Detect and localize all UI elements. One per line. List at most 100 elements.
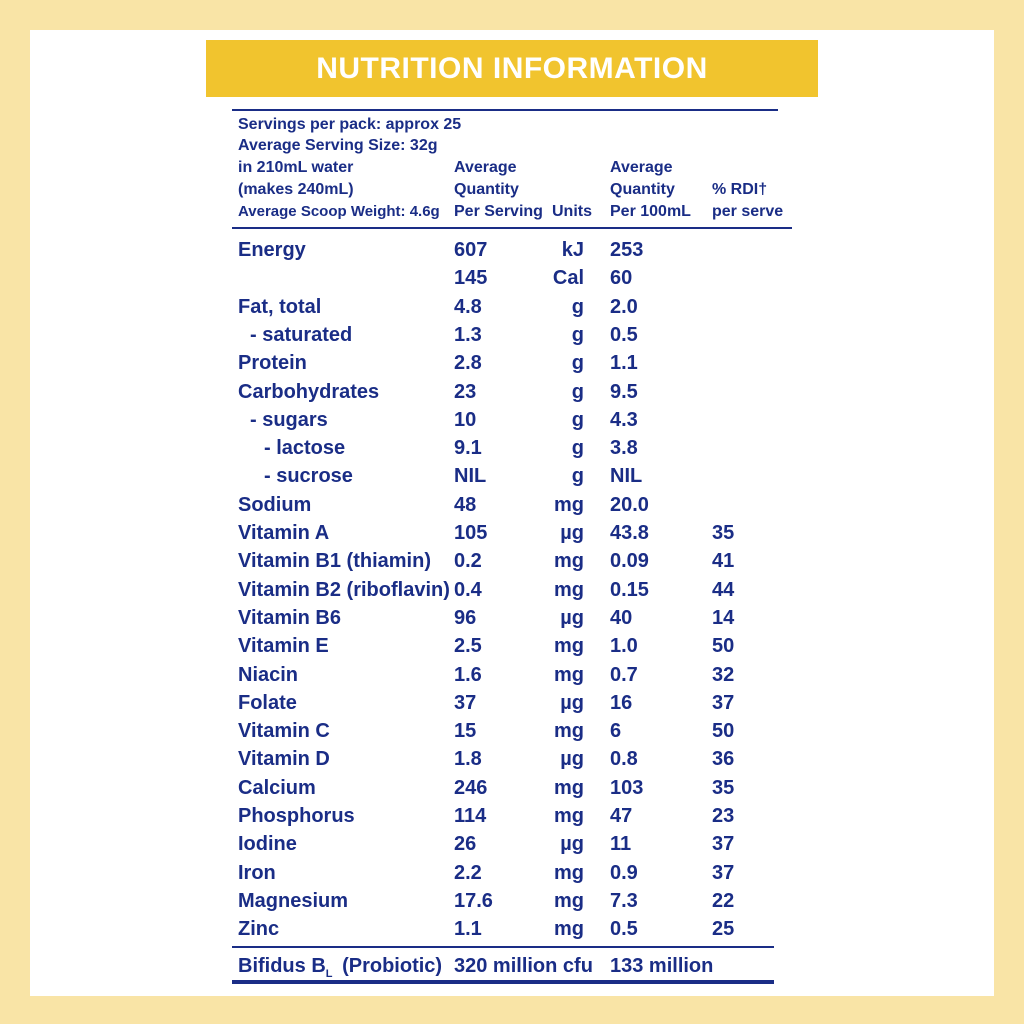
per-serving-value: 23 (454, 381, 477, 403)
per-100ml-value: 16 (610, 692, 633, 714)
unit-value: mg (554, 777, 584, 799)
per-serving-value: 48 (454, 494, 477, 516)
rdi-value: 32 (712, 664, 735, 686)
per-100ml-value: 253 (610, 239, 644, 261)
unit-value: g (571, 324, 584, 346)
rdi-value: 37 (712, 862, 735, 884)
nutrient-label: Vitamin C (238, 720, 330, 742)
col-per-100ml-line1: Average (610, 159, 673, 176)
per-100ml-value: 60 (610, 267, 633, 289)
col-per-serving-line1: Average (454, 159, 517, 176)
unit-value: g (571, 465, 584, 487)
unit-value: µg (560, 607, 584, 629)
page-title: NUTRITION INFORMATION (316, 51, 708, 85)
nutrient-label: Fat, total (238, 296, 322, 318)
nutrient-label: Vitamin B6 (238, 607, 341, 629)
probiotic-label: Bifidus BL (Probiotic) (238, 954, 442, 981)
nutrient-label: - saturated (250, 324, 353, 346)
nutrient-label: - sugars (250, 409, 328, 431)
per-100ml-value: 1.1 (610, 352, 638, 374)
probiotic-name: Bifidus B (238, 955, 326, 977)
unit-value: g (571, 296, 584, 318)
serving-water: in 210mL water (238, 159, 354, 176)
label-panel (30, 30, 994, 996)
nutrient-label: Iodine (238, 833, 297, 855)
per-100ml-value: 1.0 (610, 635, 638, 657)
unit-value: mg (554, 664, 584, 686)
unit-value: mg (554, 862, 584, 884)
unit-value: mg (554, 579, 584, 601)
per-serving-value: 145 (454, 267, 488, 289)
nutrient-label: Magnesium (238, 890, 349, 912)
per-serving-value: 26 (454, 833, 477, 855)
nutrient-label: Protein (238, 352, 307, 374)
header-top-rule (232, 109, 778, 111)
rdi-value: 44 (712, 579, 735, 601)
per-serving-value: 114 (454, 805, 487, 827)
per-100ml-value: 9.5 (610, 381, 638, 403)
serving-size: Average Serving Size: 32g (238, 137, 438, 154)
per-100ml-value: 11 (610, 833, 632, 855)
per-serving-value: 2.5 (454, 635, 482, 657)
nutrient-label: Iron (238, 862, 276, 884)
per-100ml-value: 0.09 (610, 550, 649, 572)
per-100ml-value: 2.0 (610, 296, 638, 318)
per-serving-value: 1.3 (454, 324, 482, 346)
nutrient-label: Calcium (238, 777, 316, 799)
serving-makes: (makes 240mL) (238, 181, 354, 198)
col-units: Units (552, 203, 592, 220)
nutrient-label: Sodium (238, 494, 312, 516)
per-serving-value: 4.8 (454, 296, 482, 318)
per-100ml-value: 4.3 (610, 409, 638, 431)
per-serving-value: 15 (454, 720, 477, 742)
unit-value: kJ (561, 239, 584, 261)
unit-value: g (571, 352, 584, 374)
per-serving-value: 96 (454, 607, 477, 629)
unit-value: mg (554, 918, 584, 940)
nutrient-label: - lactose (264, 437, 346, 459)
col-per-serving-line2: Quantity (454, 181, 519, 198)
probiotic-subscript: L (325, 968, 333, 980)
rdi-value: 35 (712, 522, 735, 544)
nutrient-label: Folate (238, 692, 297, 714)
unit-value: g (571, 437, 584, 459)
probiotic-per-serving: 320 million cfu (454, 955, 593, 977)
header-bottom-rule (232, 227, 792, 229)
per-serving-value: 2.8 (454, 352, 482, 374)
col-per-100ml-line3: Per 100mL (610, 203, 691, 220)
per-serving-value: 105 (454, 522, 488, 544)
unit-value: g (571, 381, 584, 403)
per-100ml-value: NIL (610, 465, 643, 487)
unit-value: µg (560, 833, 584, 855)
nutrient-label: Vitamin E (238, 635, 329, 657)
rdi-value: 50 (712, 720, 735, 742)
per-serving-value: 10 (454, 409, 477, 431)
col-per-serving-line3: Per Serving (454, 203, 543, 220)
unit-value: g (571, 409, 584, 431)
per-100ml-value: 3.8 (610, 437, 638, 459)
per-serving-value: 37 (454, 692, 477, 714)
rdi-value: 35 (712, 777, 735, 799)
col-rdi-line1: % RDI† (712, 181, 768, 198)
col-per-100ml-line2: Quantity (610, 181, 675, 198)
servings-per-pack: Servings per pack: approx 25 (238, 116, 462, 133)
per-serving-value: 0.2 (454, 550, 482, 572)
per-100ml-value: 20.0 (610, 494, 649, 516)
rdi-value: 22 (712, 890, 735, 912)
title-banner: NUTRITION INFORMATION (206, 40, 818, 97)
per-serving-value: 9.1 (454, 437, 482, 459)
per-100ml-value: 0.8 (610, 748, 638, 770)
unit-value: µg (560, 748, 584, 770)
nutrient-label: Vitamin D (238, 748, 330, 770)
per-100ml-value: 0.7 (610, 664, 638, 686)
unit-value: µg (560, 522, 584, 544)
unit-value: mg (554, 635, 584, 657)
nutrient-label: Carbohydrates (238, 381, 380, 403)
per-serving-value: 1.6 (454, 664, 482, 686)
nutrient-label: Vitamin B1 (thiamin) (238, 550, 431, 572)
per-100ml-value: 7.3 (610, 890, 638, 912)
per-100ml-value: 0.5 (610, 918, 638, 940)
probiotic-per-100ml: 133 million (610, 955, 714, 977)
nutrient-label: - sucrose (264, 465, 353, 487)
rdi-value: 23 (712, 805, 735, 827)
